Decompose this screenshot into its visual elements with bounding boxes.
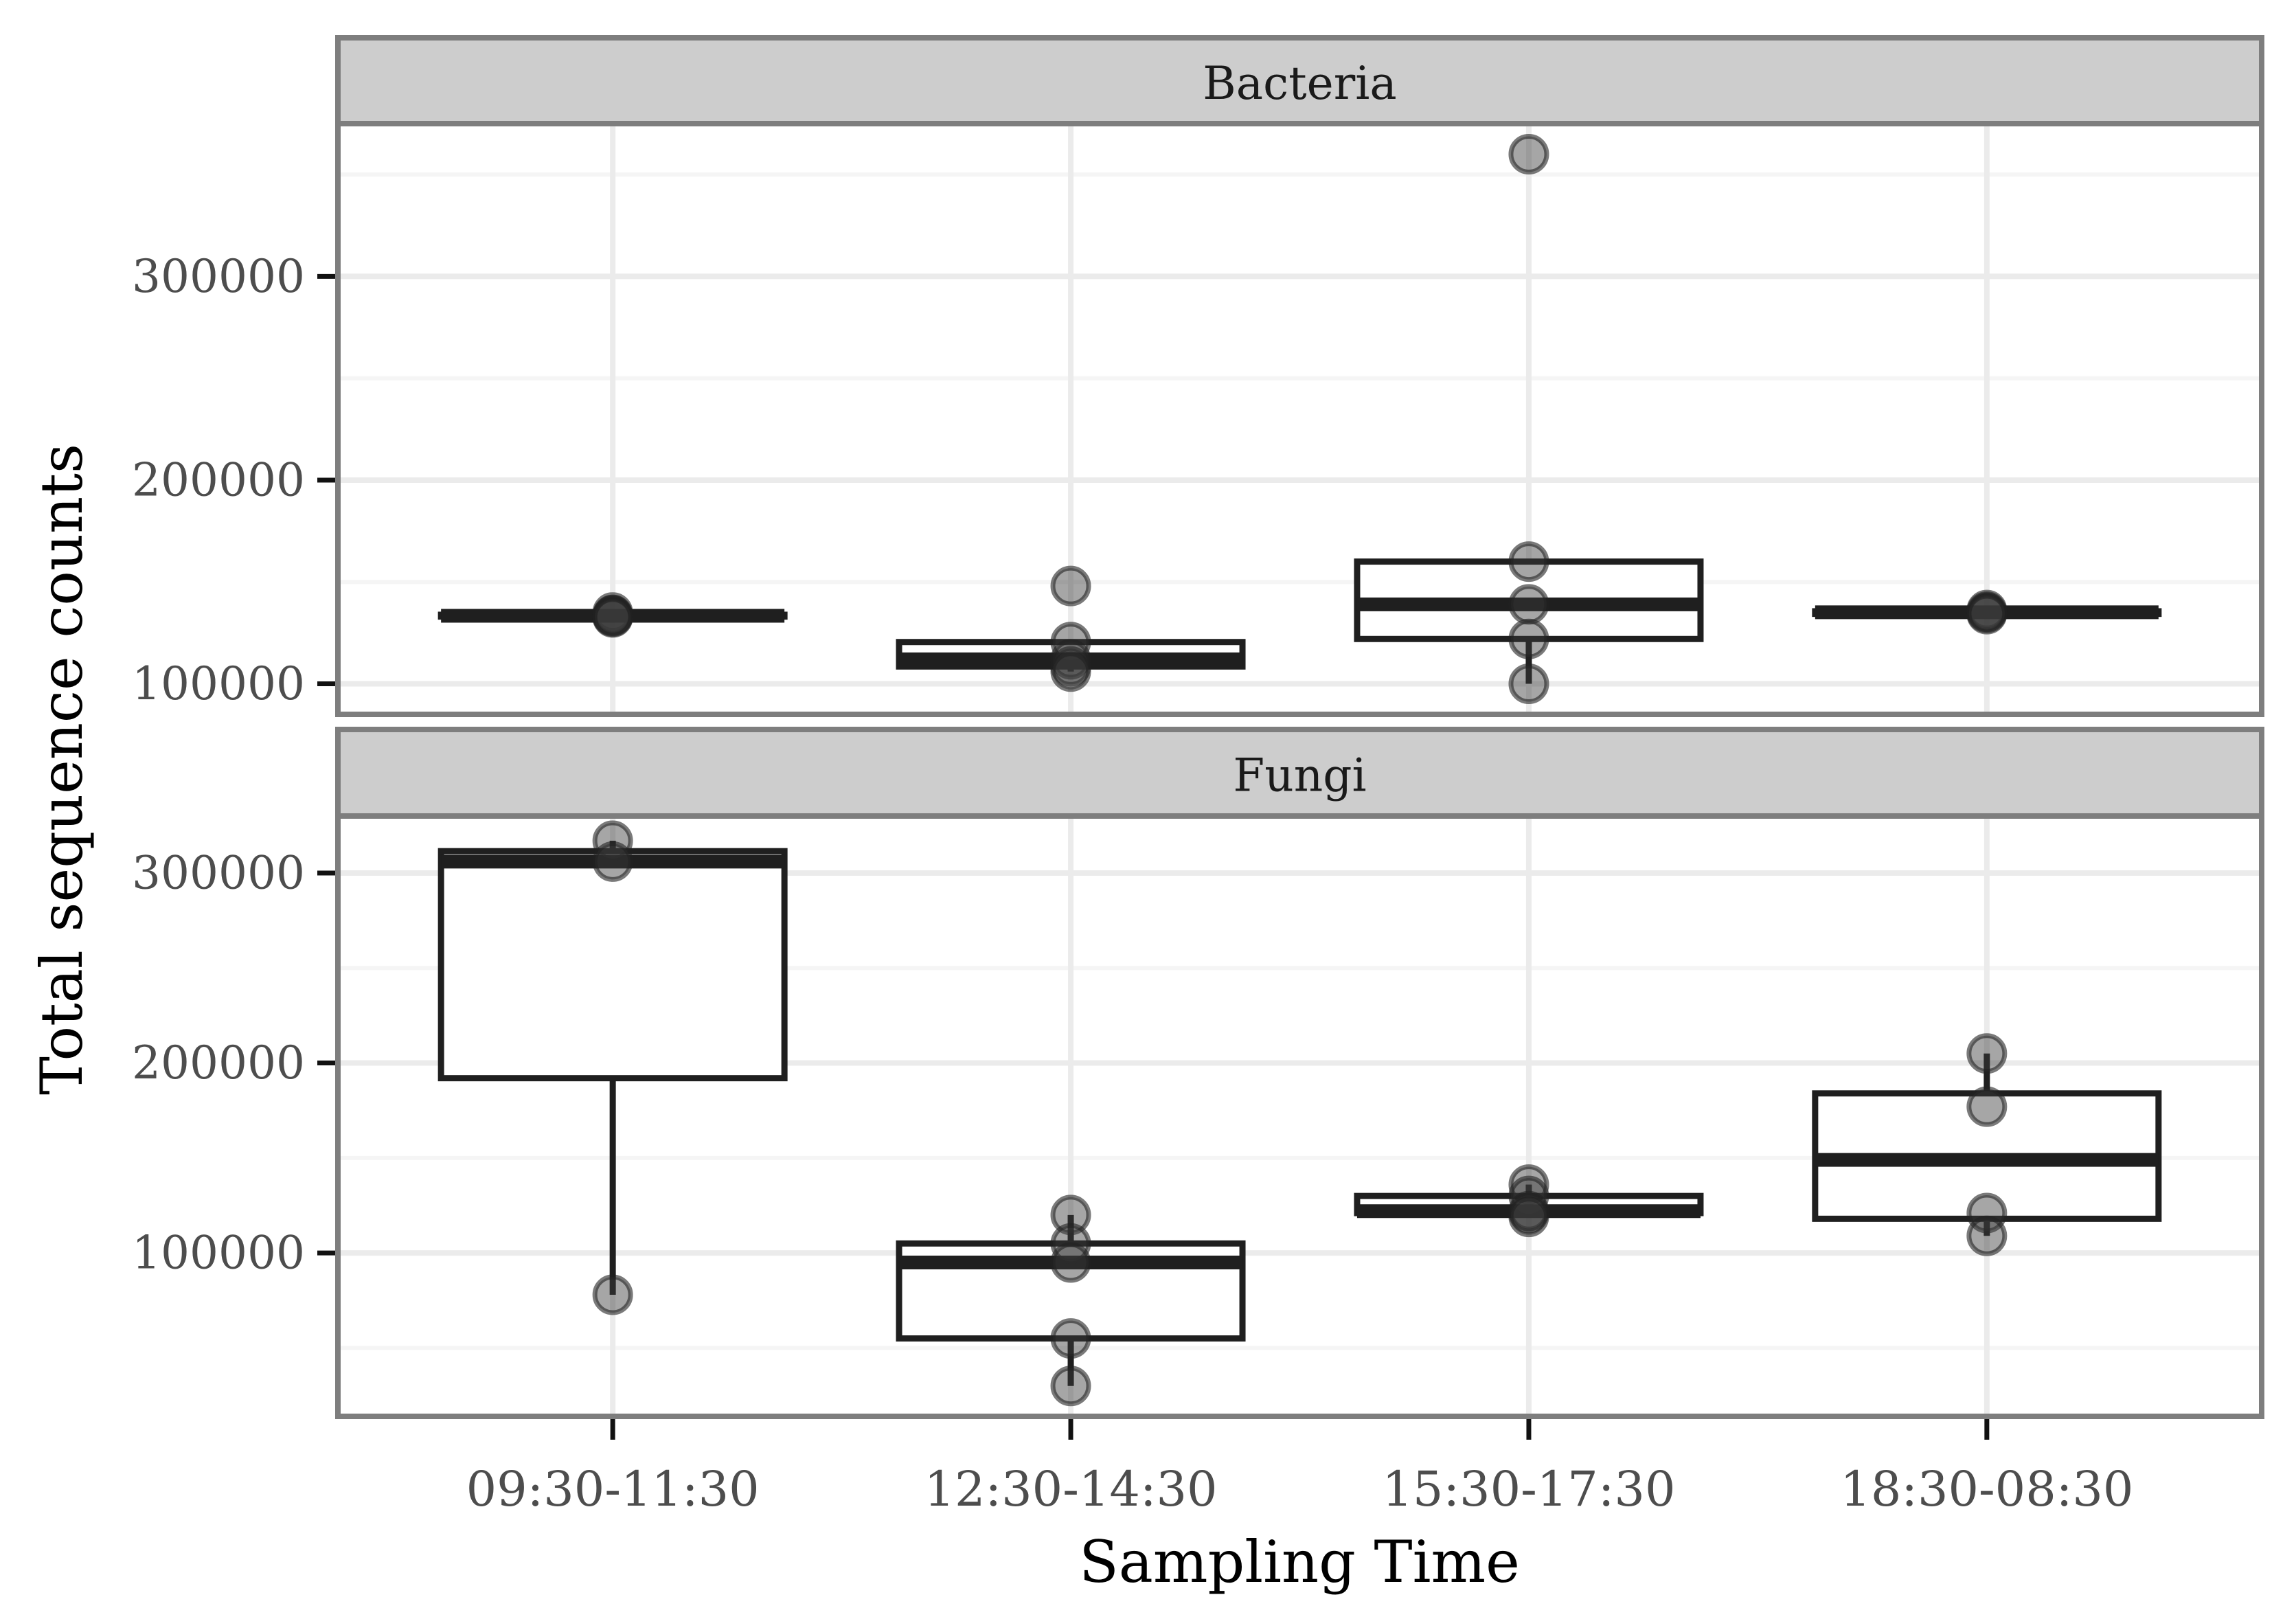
- y-tick-label: 100000: [132, 1227, 305, 1280]
- data-point-bacteria-15-30-17-30: [1508, 618, 1549, 659]
- y-tick-label: 300000: [132, 846, 305, 899]
- x-tick-label-12-30-14-30: 12:30-14:30: [924, 1461, 1217, 1517]
- y-tick-label: 300000: [132, 250, 305, 303]
- data-point-fungi-09-30-11-30: [592, 820, 633, 861]
- facet-strip-bacteria: [335, 35, 2264, 126]
- data-point-fungi-18-30-08-30: [1966, 1033, 2008, 1074]
- y-tick-label: 200000: [132, 1037, 305, 1089]
- data-point-fungi-09-30-11-30: [592, 1274, 633, 1315]
- y-axis-title: Total sequence counts: [28, 443, 95, 1096]
- data-point-bacteria-12-30-14-30: [1050, 565, 1091, 607]
- x-axis-title: Sampling Time: [1079, 1528, 1520, 1596]
- data-point-fungi-18-30-08-30: [1966, 1215, 2008, 1256]
- data-point-fungi-12-30-14-30: [1050, 1242, 1091, 1283]
- y-tick-label: 200000: [132, 453, 305, 506]
- data-point-fungi-12-30-14-30: [1050, 1366, 1091, 1407]
- data-point-bacteria-15-30-17-30: [1508, 133, 1549, 174]
- data-point-bacteria-15-30-17-30: [1508, 664, 1549, 705]
- data-point-fungi-09-30-11-30: [592, 841, 633, 882]
- data-point-fungi-12-30-14-30: [1050, 1194, 1091, 1236]
- data-point-fungi-18-30-08-30: [1966, 1086, 2008, 1127]
- facet-strip-label-fungi: Fungi: [1233, 749, 1366, 802]
- data-point-fungi-12-30-14-30: [1050, 1318, 1091, 1359]
- data-point-bacteria-12-30-14-30: [1050, 651, 1091, 692]
- x-tick-label-18-30-08-30: 18:30-08:30: [1840, 1461, 2133, 1517]
- x-tick-label-09-30-11-30: 09:30-11:30: [466, 1461, 760, 1517]
- data-point-bacteria-15-30-17-30: [1508, 541, 1549, 582]
- y-tick-label: 100000: [132, 657, 305, 710]
- facet-strip-fungi: [335, 727, 2264, 819]
- x-tick-label-15-30-17-30: 15:30-17:30: [1382, 1461, 1675, 1517]
- data-point-fungi-15-30-17-30: [1508, 1197, 1549, 1238]
- data-point-bacteria-09-30-11-30: [592, 597, 633, 638]
- data-point-bacteria-18-30-08-30: [1966, 593, 2008, 635]
- boxplot-box-fungi-09-30-11-30: [437, 848, 788, 1082]
- data-point-bacteria-15-30-17-30: [1508, 584, 1549, 625]
- facet-strip-label-bacteria: Bacteria: [1203, 57, 1396, 110]
